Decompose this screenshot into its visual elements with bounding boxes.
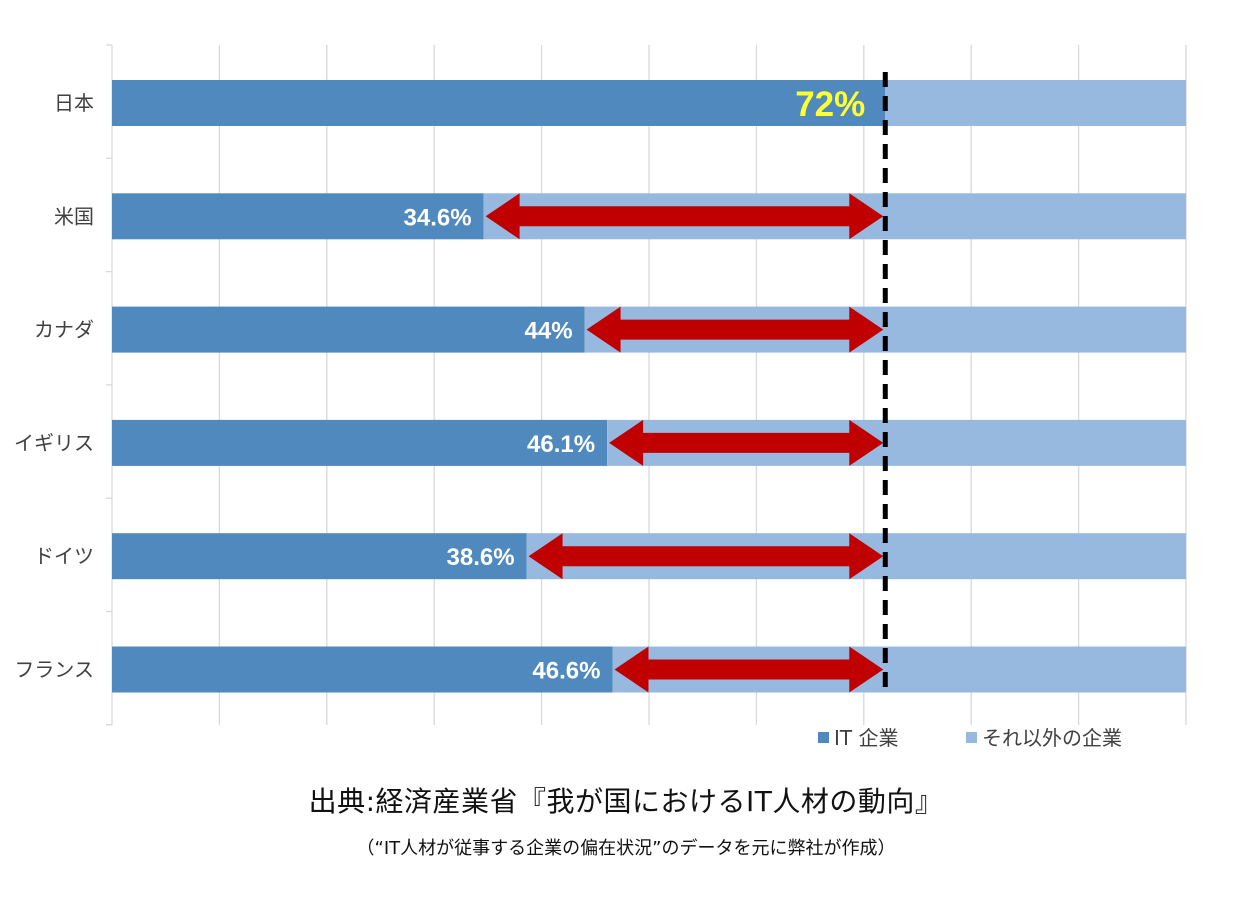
bar-it-2	[112, 306, 585, 353]
legend-label: IT 企業	[834, 726, 898, 750]
category-label: 米国	[54, 204, 94, 228]
data-label: 38.6%	[447, 544, 515, 571]
legend: IT 企業 それ以外の企業	[818, 726, 1122, 750]
gap-arrow	[528, 533, 884, 580]
legend-label: それ以外の企業	[982, 726, 1122, 750]
gap-arrow	[485, 193, 884, 240]
bar-it-0	[112, 80, 886, 126]
bar-it-4	[112, 533, 527, 580]
source-title: 出典:経済産業省『我が国におけるIT人材の動向』	[308, 785, 944, 818]
gap-arrows-layer	[485, 193, 884, 693]
source-note: （“IT人材が従事する企業の偏在状況”のデータを元に弊社が作成）	[356, 838, 896, 859]
grid-lines	[106, 44, 1187, 726]
category-label: イギリス	[14, 431, 94, 455]
bar-chart: 日本 72% 米国 34.6% カナダ 44% イギリス 46.1% ドイツ 38.6% フランス 4…	[14, 44, 1187, 750]
legend-swatch	[818, 732, 829, 743]
data-label: 44%	[525, 318, 573, 345]
category-label: カナダ	[34, 318, 94, 342]
data-label: 34.6%	[404, 204, 472, 231]
data-label: 46.1%	[527, 431, 595, 458]
gap-arrow	[609, 419, 884, 466]
gap-arrow	[586, 306, 884, 353]
category-label: 日本	[54, 91, 94, 115]
gap-arrow	[614, 646, 884, 693]
legend-swatch	[966, 732, 977, 743]
bar-it-1	[112, 193, 484, 240]
data-label: 72%	[795, 85, 865, 124]
category-label: ドイツ	[34, 544, 94, 568]
bar-it-3	[112, 419, 608, 466]
bar-it-5	[112, 646, 613, 693]
data-label: 46.6%	[532, 658, 600, 685]
category-label: フランス	[14, 658, 94, 682]
labels-layer: 日本 72% 米国 34.6% カナダ 44% イギリス 46.1% ドイツ 38.6% フランス 4…	[14, 85, 865, 685]
bar-other-0	[885, 80, 1186, 126]
